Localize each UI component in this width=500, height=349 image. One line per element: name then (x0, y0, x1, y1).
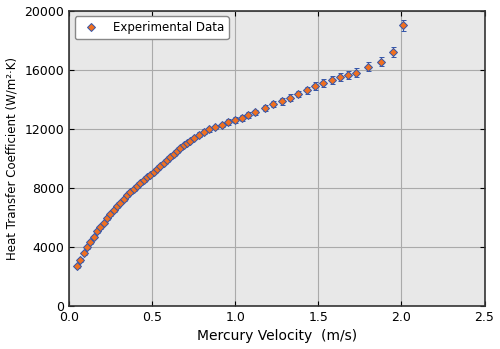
Legend: Experimental Data: Experimental Data (75, 16, 229, 39)
X-axis label: Mercury Velocity  (m/s): Mercury Velocity (m/s) (196, 329, 356, 343)
Y-axis label: Heat Transfer Coefficient (W/m²·K): Heat Transfer Coefficient (W/m²·K) (6, 57, 18, 260)
